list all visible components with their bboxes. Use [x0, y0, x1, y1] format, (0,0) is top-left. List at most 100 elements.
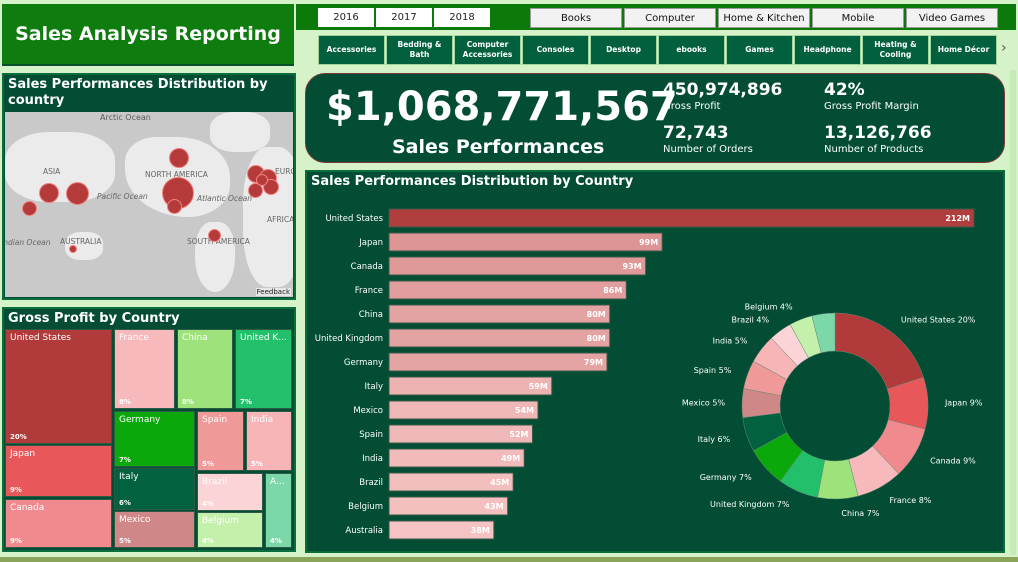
map-bubble-brazil[interactable]: [208, 229, 221, 242]
bar-united-states[interactable]: [388, 208, 975, 228]
sales-value: $1,068,771,567: [326, 84, 678, 130]
map-label: ASIA: [43, 167, 61, 176]
donut-label: Spain 5%: [694, 366, 732, 375]
treemap-cell[interactable]: United K... 7%: [235, 329, 292, 409]
treemap-cell[interactable]: A... 4%: [265, 473, 292, 548]
treemap-cell-pct: 4%: [270, 537, 282, 545]
bar-france[interactable]: [388, 280, 627, 300]
treemap-cell-pct: 5%: [202, 460, 214, 468]
year-slicer-2017[interactable]: 2017: [376, 8, 432, 27]
category-mobile[interactable]: Mobile: [812, 8, 904, 28]
year-slicer-2018[interactable]: 2018: [434, 8, 490, 27]
treemap-cell[interactable]: Japan 9%: [5, 445, 112, 497]
bar-chart-title: Sales Performances Distribution by Count…: [311, 174, 634, 189]
donut-label: Germany 7%: [700, 473, 752, 482]
bar-data-label: 86M: [603, 286, 622, 295]
map-bubble-spain[interactable]: [248, 183, 263, 198]
bar-china[interactable]: [388, 304, 611, 324]
treemap-cell-pct: 20%: [10, 433, 27, 441]
bar-data-label: 93M: [623, 262, 642, 271]
bar-canada[interactable]: [388, 256, 647, 276]
bottom-bar: [0, 557, 1018, 562]
treemap-cell[interactable]: Belgium 4%: [197, 512, 263, 548]
treemap-cell[interactable]: United States 20%: [5, 329, 112, 444]
category-video-games[interactable]: Video Games: [906, 8, 998, 28]
subcategory-button[interactable]: Bedding & Bath: [386, 35, 453, 65]
bar-data-label: 52M: [509, 430, 528, 439]
subcategory-button[interactable]: Desktop: [590, 35, 657, 65]
bar-data-label: 43M: [485, 502, 504, 511]
treemap-cell-label: Italy: [119, 472, 139, 482]
subcategory-button[interactable]: ebooks: [658, 35, 725, 65]
treemap-cell[interactable]: Italy 6%: [114, 468, 195, 510]
map-label: Atlantic Ocean: [197, 194, 253, 203]
bar-japan[interactable]: [388, 232, 663, 252]
map-feedback-link[interactable]: Feedback: [255, 288, 291, 296]
bar-italy[interactable]: [388, 376, 553, 396]
treemap-cell[interactable]: India 5%: [246, 411, 292, 471]
treemap-cell[interactable]: Canada 9%: [5, 499, 112, 548]
treemap-cell[interactable]: France 8%: [114, 329, 175, 409]
map-bubble-japan[interactable]: [66, 182, 89, 205]
treemap-cell-label: United States: [10, 333, 71, 343]
bar-spain[interactable]: [388, 424, 533, 444]
treemap-cell-label: Japan: [10, 449, 36, 459]
subcategory-button[interactable]: Computer Accessories: [454, 35, 521, 65]
treemap-cell-pct: 4%: [202, 500, 214, 508]
bar-belgium[interactable]: [388, 496, 509, 516]
treemap-cell-label: India: [251, 415, 274, 425]
gross-profit-value: 450,974,896: [663, 80, 783, 100]
map-label: EUROPE: [275, 167, 293, 176]
bar-germany[interactable]: [388, 352, 608, 372]
map-bubble-australia[interactable]: [69, 245, 77, 253]
treemap-cell-pct: 6%: [119, 499, 131, 507]
map-bubble-belgium[interactable]: [256, 174, 268, 186]
bar-data-label: 79M: [584, 358, 603, 367]
year-slicer-2016[interactable]: 2016: [318, 8, 374, 27]
treemap-cell[interactable]: Spain 5%: [197, 411, 244, 471]
treemap-cell[interactable]: Brazil 4%: [197, 473, 263, 511]
map-visual[interactable]: Arctic Ocean ASIA NORTH AMERICA Pacific …: [5, 112, 293, 297]
treemap-cell-label: Spain: [202, 415, 228, 425]
bar-category-label: Brazil: [359, 478, 383, 488]
treemap-cell-label: United K...: [240, 333, 287, 343]
bar-brazil[interactable]: [388, 472, 514, 492]
bar-category-label: Australia: [345, 526, 383, 536]
bar-india[interactable]: [388, 448, 525, 468]
donut-slice-australia[interactable]: [811, 312, 836, 354]
subcategory-button[interactable]: Games: [726, 35, 793, 65]
bar-mexico[interactable]: [388, 400, 539, 420]
scrollbar[interactable]: [1010, 70, 1016, 555]
subcategory-button[interactable]: Accessories: [318, 35, 385, 65]
chevron-right-icon[interactable]: ›: [1001, 40, 1007, 56]
category-books[interactable]: Books: [530, 8, 622, 28]
map-bubble-canada[interactable]: [169, 148, 189, 168]
treemap-cell-pct: 5%: [119, 537, 131, 545]
treemap-cell-pct: 8%: [182, 398, 194, 406]
map-bubble-china[interactable]: [39, 183, 59, 203]
treemap-cell-pct: 5%: [251, 460, 263, 468]
treemap-cell[interactable]: Mexico 5%: [114, 511, 195, 548]
treemap-cell[interactable]: Germany 7%: [114, 411, 195, 467]
category-computer[interactable]: Computer: [624, 8, 716, 28]
treemap-cell-pct: 7%: [119, 456, 131, 464]
subcategory-button[interactable]: Heating & Cooling: [862, 35, 929, 65]
subcategory-button[interactable]: Headphone: [794, 35, 861, 65]
treemap-cell[interactable]: China 8%: [177, 329, 233, 409]
map-bubble-india[interactable]: [22, 201, 37, 216]
map-bubble-mexico[interactable]: [167, 199, 182, 214]
treemap-cell-label: Mexico: [119, 515, 151, 525]
donut-label: Brazil 4%: [732, 315, 770, 324]
bar-united-kingdom[interactable]: [388, 328, 611, 348]
bar-australia[interactable]: [388, 520, 495, 540]
sales-label: Sales Performances: [392, 136, 605, 158]
treemap-cell-label: Canada: [10, 503, 45, 513]
orders-value: 72,743: [663, 123, 729, 143]
donut-label: United States 20%: [901, 315, 976, 324]
bar-category-label: United Kingdom: [315, 334, 383, 344]
category-home-kitchen[interactable]: Home & Kitchen: [718, 8, 810, 28]
subcategory-button[interactable]: Consoles: [522, 35, 589, 65]
subcategory-button[interactable]: Home Décor: [930, 35, 997, 65]
bar-category-label: Canada: [351, 262, 383, 272]
map-label: Indian Ocean: [5, 238, 51, 247]
